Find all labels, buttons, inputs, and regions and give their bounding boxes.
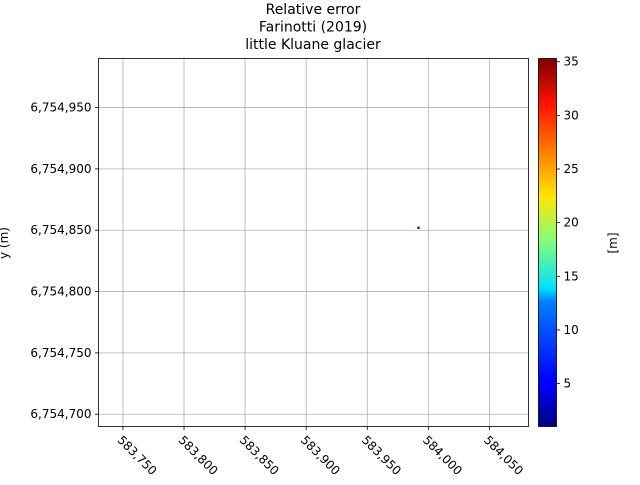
chart-title: Relative error Farinotti (2019)little Klu… [245, 2, 381, 53]
x-axis-ticks: 583,750 583,800 583,850 583,900 583,950 584,0… [115, 426, 526, 478]
data-point [417, 226, 420, 229]
y-axis-label: y (m) [0, 227, 11, 259]
chart-title-line: Farinotti (2019) [259, 20, 367, 36]
colorbar-tick-label: 5 [564, 377, 572, 391]
x-tick-label: 583,950 [359, 433, 404, 478]
plot-area-frame [98, 58, 529, 427]
x-tick-label: 583,750 [115, 433, 160, 478]
colorbar-tick-label: 25 [564, 162, 579, 176]
colorbar-ticks: 5 10 15 20 25 30 35 [556, 55, 579, 391]
chart-title-line: Relative error [266, 2, 361, 18]
x-tick-label: 584,000 [420, 433, 465, 478]
colorbar-label: [m] [606, 232, 620, 253]
colorbar-tick-label: 10 [564, 323, 579, 337]
colorbar-tick-label: 20 [564, 216, 579, 230]
y-axis-ticks: 6,754,700 6,754,750 6,754,800 6,754,850 6,75… [30, 101, 99, 421]
colorbar-tick-label: 30 [564, 108, 579, 122]
colorbar-tick-label: 15 [564, 269, 579, 283]
colorbar [538, 58, 557, 427]
grid-lines [98, 58, 529, 427]
y-tick-label: 6,754,700 [30, 407, 91, 421]
colorbar-tick-label: 35 [564, 55, 579, 69]
x-tick-label: 584,050 [481, 433, 526, 478]
chart-title-line: little Kluane glacier [245, 37, 381, 53]
x-tick-label: 583,850 [237, 433, 282, 478]
x-tick-label: 583,800 [176, 433, 221, 478]
y-tick-label: 6,754,900 [30, 162, 91, 176]
data-points [417, 226, 420, 229]
y-tick-label: 6,754,950 [30, 101, 91, 115]
y-tick-label: 6,754,850 [30, 223, 91, 237]
y-tick-label: 6,754,750 [30, 346, 91, 360]
y-tick-label: 6,754,800 [30, 285, 91, 299]
x-tick-label: 583,900 [298, 433, 343, 478]
